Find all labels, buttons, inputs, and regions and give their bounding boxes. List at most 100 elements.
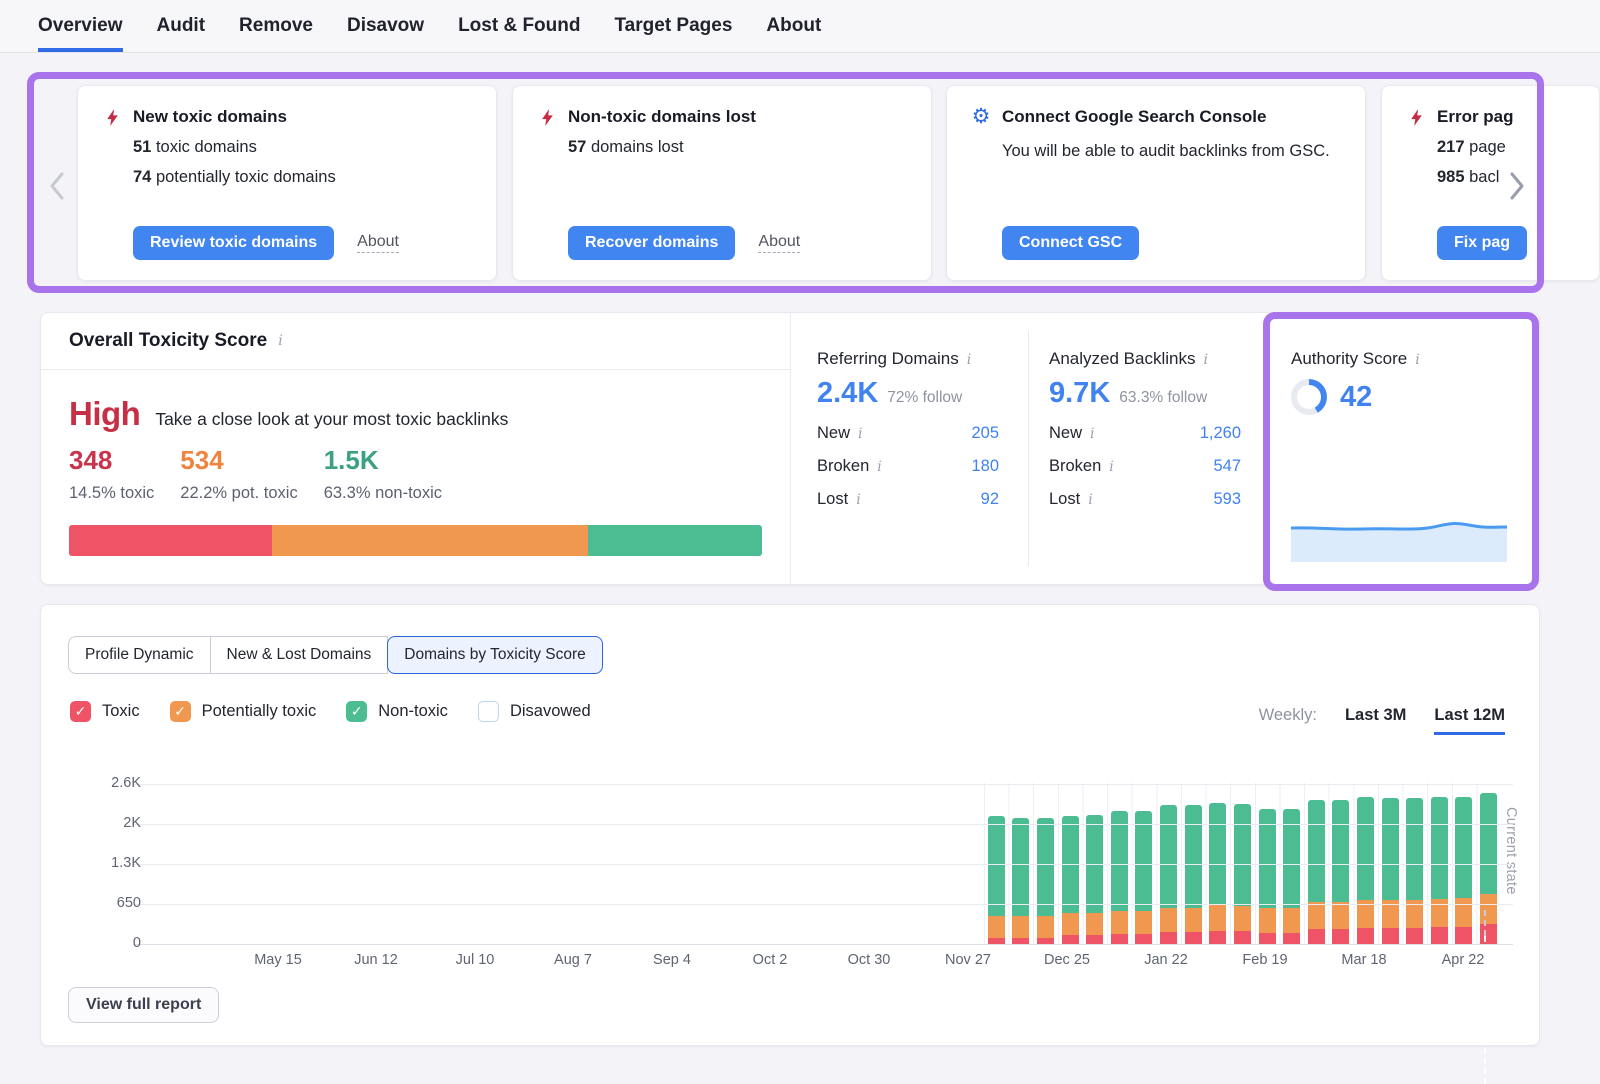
about-link[interactable]: About bbox=[758, 233, 801, 253]
row-value[interactable]: 180 bbox=[971, 457, 999, 475]
bar-slot[interactable] bbox=[1329, 783, 1354, 944]
stats-total[interactable]: 2.4K bbox=[817, 377, 879, 409]
info-icon[interactable]: i bbox=[877, 459, 882, 475]
row-value[interactable]: 92 bbox=[980, 490, 999, 508]
bar-slot[interactable] bbox=[1353, 783, 1378, 944]
bar-slot[interactable] bbox=[1304, 783, 1329, 944]
legend-checkbox-potentially-toxic[interactable]: ✓ Potentially toxic bbox=[169, 701, 316, 722]
bar-slot[interactable] bbox=[1378, 783, 1403, 944]
stacked-bar bbox=[1479, 793, 1497, 944]
bar-segment-toxic bbox=[1455, 927, 1473, 944]
bar-slot[interactable] bbox=[1230, 783, 1255, 944]
nav-tab-target-pages[interactable]: Target Pages bbox=[614, 14, 733, 36]
bar-segment-toxic bbox=[1061, 935, 1079, 944]
about-link[interactable]: About bbox=[357, 233, 399, 253]
trend-tab-profile-dynamic[interactable]: Profile Dynamic bbox=[68, 636, 211, 674]
info-icon[interactable]: i bbox=[856, 492, 861, 508]
review-toxic-domains-button[interactable]: Review toxic domains bbox=[133, 226, 335, 260]
bar-slot[interactable] bbox=[1181, 783, 1206, 944]
trend-tab-new-lost-domains[interactable]: New & Lost Domains bbox=[209, 636, 389, 674]
bar-slot[interactable] bbox=[1132, 783, 1157, 944]
bar-slot[interactable] bbox=[1427, 783, 1452, 944]
row-value[interactable]: 205 bbox=[971, 424, 999, 442]
row-value[interactable]: 593 bbox=[1213, 490, 1241, 508]
nav-tab-overview[interactable]: Overview bbox=[38, 0, 123, 52]
trend-tabs: Profile Dynamic New & Lost Domains Domains… bbox=[68, 636, 603, 674]
bar-slot[interactable] bbox=[1452, 783, 1477, 944]
bolt-icon bbox=[106, 108, 118, 126]
bar-segment-potentially-toxic bbox=[1406, 900, 1424, 928]
info-icon[interactable]: i bbox=[278, 333, 283, 349]
info-icon[interactable]: i bbox=[858, 426, 863, 442]
nav-tab-audit[interactable]: Audit bbox=[156, 14, 206, 36]
stats-total[interactable]: 9.7K bbox=[1049, 377, 1111, 409]
gridline bbox=[133, 864, 1513, 865]
bar-slot[interactable] bbox=[1009, 783, 1034, 944]
connect-gsc-button[interactable]: Connect GSC bbox=[1002, 226, 1140, 260]
weekly-label: Weekly: bbox=[1258, 706, 1317, 724]
toxicity-stat-22-2-pot-toxic: 534 22.2% pot. toxic bbox=[180, 445, 297, 503]
info-icon[interactable]: i bbox=[1088, 492, 1093, 508]
carousel-next-button[interactable] bbox=[1504, 168, 1530, 204]
authority-score-trend-chart bbox=[1291, 521, 1507, 562]
bar-segment-non-toxic bbox=[1479, 793, 1497, 894]
x-axis-label: Mar 18 bbox=[1341, 952, 1387, 968]
checkbox-icon bbox=[477, 701, 499, 722]
stats-row-lost: Lost i 92 bbox=[817, 490, 999, 509]
range-last-3m[interactable]: Last 3M bbox=[1344, 706, 1407, 724]
bar-slot[interactable] bbox=[1205, 783, 1230, 944]
view-full-report-button[interactable]: View full report bbox=[68, 987, 220, 1023]
gridline bbox=[133, 904, 1513, 905]
row-value[interactable]: 547 bbox=[1213, 457, 1241, 475]
bar-segment-potentially-toxic bbox=[1430, 899, 1448, 927]
bolt-icon bbox=[537, 108, 557, 126]
bar-slot[interactable] bbox=[1402, 783, 1427, 944]
nav-tab-about[interactable]: About bbox=[766, 14, 822, 36]
bar-segment-potentially-toxic bbox=[1135, 911, 1153, 934]
summary-card: Overall Toxicity Score i High Take a clo… bbox=[40, 312, 1540, 585]
card-title: New toxic domains bbox=[133, 107, 287, 126]
fix-pag-button[interactable]: Fix pag bbox=[1437, 226, 1528, 260]
bar-slot[interactable] bbox=[1107, 783, 1132, 944]
info-icon[interactable]: i bbox=[966, 352, 972, 368]
info-icon[interactable]: i bbox=[1109, 459, 1114, 475]
recover-domains-button[interactable]: Recover domains bbox=[568, 226, 736, 260]
row-label: Broken i bbox=[1049, 457, 1114, 475]
bar-slot[interactable] bbox=[1279, 783, 1304, 944]
info-icon[interactable]: i bbox=[1415, 352, 1420, 368]
nav-tab-remove[interactable]: Remove bbox=[239, 14, 313, 36]
stacked-bar bbox=[1110, 811, 1128, 944]
carousel-prev-button[interactable] bbox=[44, 168, 70, 204]
bolt-icon bbox=[1406, 108, 1426, 126]
row-value[interactable]: 1,260 bbox=[1199, 424, 1241, 442]
stats-divider bbox=[1028, 331, 1029, 566]
card-new-toxic-domains: New toxic domains 51 toxic domains 74 pote… bbox=[77, 85, 497, 281]
bar-segment-potentially-toxic bbox=[1479, 894, 1497, 924]
nav-tab-disavow[interactable]: Disavow bbox=[346, 14, 425, 36]
stacked-bar bbox=[1012, 818, 1030, 944]
authority-score-ring bbox=[1291, 379, 1327, 415]
trend-tab-domains-by-toxicity-score[interactable]: Domains by Toxicity Score bbox=[387, 636, 603, 674]
card-stat-line: 51 toxic domains bbox=[133, 138, 257, 156]
bar-segment-potentially-toxic bbox=[1356, 900, 1374, 928]
range-last-12m[interactable]: Last 12M bbox=[1434, 706, 1505, 735]
info-icon[interactable]: i bbox=[1203, 352, 1208, 368]
bar-slot[interactable] bbox=[1156, 783, 1181, 944]
bar-slot[interactable] bbox=[1255, 783, 1280, 944]
info-icon[interactable]: i bbox=[1090, 426, 1095, 442]
chevron-left-icon bbox=[50, 172, 64, 200]
legend-checkbox-toxic[interactable]: ✓ Toxic bbox=[70, 701, 140, 722]
card-stat-line: 217 page bbox=[1437, 138, 1506, 156]
card-stat-line: 985 bacl bbox=[1437, 168, 1500, 186]
nav-tab-lost-found[interactable]: Lost & Found bbox=[458, 14, 581, 36]
x-axis-label: Aug 7 bbox=[554, 952, 592, 968]
legend-checkbox-non-toxic[interactable]: ✓ Non-toxic bbox=[346, 701, 448, 722]
legend-checkbox-disavowed[interactable]: Disavowed bbox=[477, 701, 591, 722]
bar-segment-potentially-toxic bbox=[987, 916, 1005, 938]
bar-segment-potentially-toxic bbox=[1110, 911, 1128, 934]
bar-slot[interactable] bbox=[1033, 783, 1058, 944]
bar-slot[interactable] bbox=[984, 783, 1009, 944]
bar-segment-non-toxic bbox=[1037, 818, 1055, 916]
bar-segment-non-toxic bbox=[987, 816, 1005, 916]
bar-segment-toxic bbox=[1258, 933, 1276, 944]
